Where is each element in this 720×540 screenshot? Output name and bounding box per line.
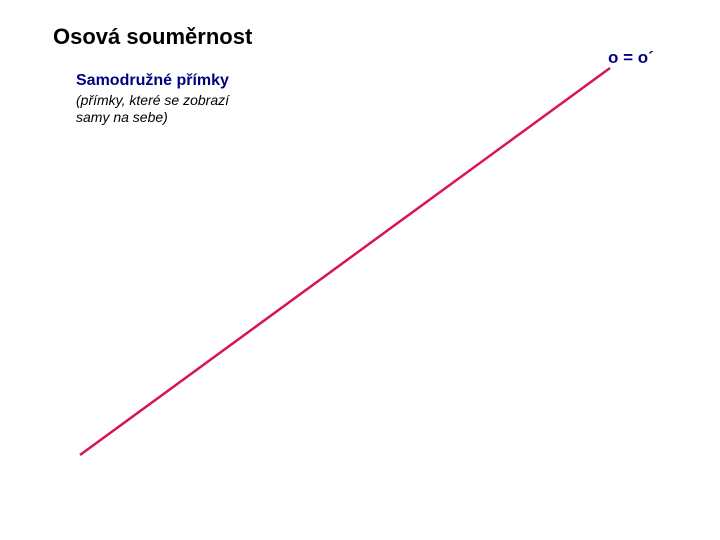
diagram-canvas: Osová souměrnost Samodružné přímky (přím… <box>0 0 720 540</box>
axis-label: o = o´ <box>608 48 654 68</box>
page-title: Osová souměrnost <box>53 24 252 50</box>
note-line-2: samy na sebe) <box>76 109 168 125</box>
axis-line <box>80 68 610 455</box>
note-line-1: (přímky, které se zobrazí <box>76 92 229 108</box>
subtitle: Samodružné přímky <box>76 72 229 90</box>
